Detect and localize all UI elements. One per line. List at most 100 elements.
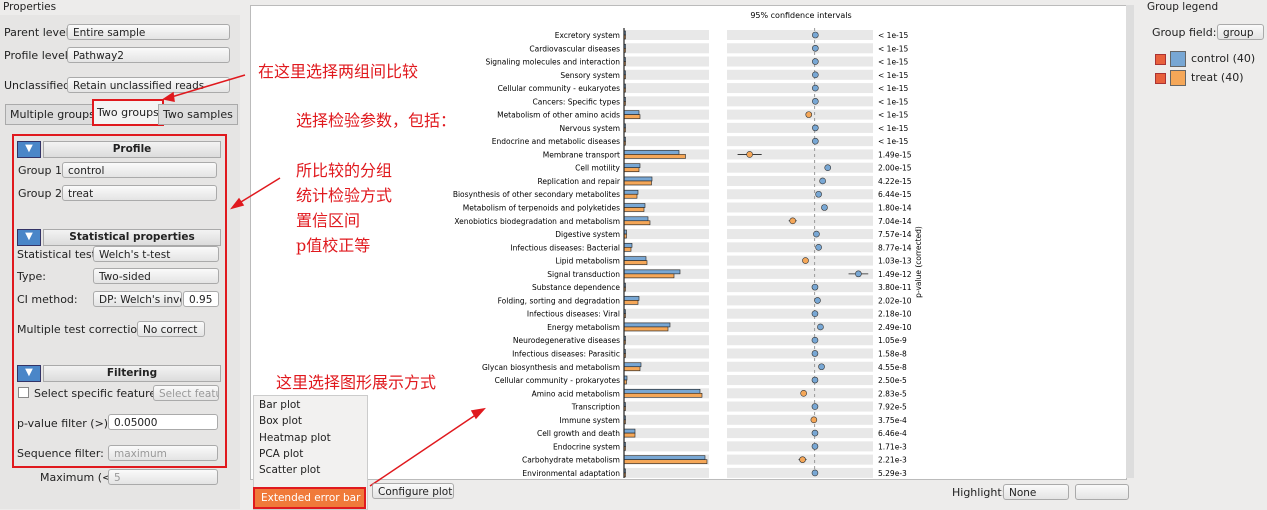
difference-point: [812, 124, 819, 132]
combo[interactable]: maximum: [108, 445, 218, 461]
checkbox[interactable]: [18, 387, 29, 398]
menu-item[interactable]: Heatmap plot: [259, 431, 331, 444]
p-value: 2.18e-10: [878, 310, 912, 319]
feature-label: Transcription: [571, 403, 620, 412]
row-band: [727, 361, 873, 372]
difference-point: [811, 336, 819, 344]
spinbox[interactable]: 0.95: [183, 291, 219, 307]
difference-point: [824, 164, 832, 171]
difference-point: [811, 350, 819, 357]
tab[interactable]: Two groups: [92, 99, 164, 126]
feature-label: Infectious diseases: Bacterial: [510, 243, 620, 252]
collapse[interactable]: ▼: [17, 141, 41, 158]
feature-label: Cancers: Specific types: [533, 97, 621, 106]
label: Group 1:: [18, 164, 66, 177]
combo[interactable]: No correct: [137, 321, 205, 337]
bar: [623, 260, 648, 265]
row-band: [624, 401, 709, 412]
label: Profile level:: [4, 49, 72, 62]
row-band: [727, 175, 873, 186]
button[interactable]: Select featur: [153, 385, 219, 401]
bar: [623, 180, 652, 186]
row-band: [727, 375, 873, 386]
p-value: 2.50e-5: [878, 376, 907, 385]
button[interactable]: Configure plot: [372, 483, 454, 499]
legend-label: treat (40): [1191, 71, 1244, 84]
feature-label: Glycan biosynthesis and metabolism: [482, 363, 620, 372]
collapse[interactable]: ▼: [17, 365, 41, 382]
row-band: [624, 202, 709, 213]
combo[interactable]: Welch's t-test: [93, 246, 219, 262]
bar: [623, 110, 640, 115]
collapse[interactable]: ▼: [17, 229, 41, 246]
menu-item[interactable]: Extended error bar: [253, 486, 366, 509]
combo[interactable]: group: [1217, 24, 1264, 40]
label: Maximum (<):: [40, 471, 120, 484]
row-band: [727, 189, 873, 200]
bar: [623, 154, 686, 159]
feature-label: Membrane transport: [543, 150, 620, 159]
difference-point: [802, 257, 809, 264]
menu-item[interactable]: Box plot: [259, 415, 302, 428]
feature-label: Xenobiotics biodegradation and metabolis…: [454, 217, 620, 226]
p-value: 7.92e-5: [878, 403, 907, 412]
combo[interactable]: Retain unclassified reads: [67, 77, 230, 93]
p-value: 1.05e-9: [878, 336, 907, 345]
row-band: [624, 414, 709, 425]
bar: [623, 362, 642, 368]
p-value: 1.03e-13: [878, 257, 912, 266]
combo[interactable]: control: [62, 162, 217, 178]
difference-point: [814, 297, 821, 304]
row-band: [727, 149, 873, 160]
combo[interactable]: [1075, 484, 1129, 500]
label: Group field:: [1152, 26, 1217, 39]
row-band: [624, 361, 709, 372]
row-band: [727, 69, 873, 80]
tab[interactable]: Multiple groups: [5, 104, 100, 125]
combo[interactable]: treat: [62, 185, 217, 201]
spinbox[interactable]: 0.05000: [108, 414, 218, 430]
combo[interactable]: Pathway2: [67, 47, 230, 63]
tab[interactable]: Two samples: [158, 104, 238, 125]
scrollbar[interactable]: [1126, 5, 1134, 478]
feature-label: Endocrine and metabolic diseases: [492, 137, 620, 146]
difference-point: [815, 190, 822, 198]
checkbox[interactable]: [1155, 73, 1166, 84]
row-band: [624, 189, 709, 200]
spinbox[interactable]: 5: [108, 469, 218, 485]
bar: [623, 203, 646, 208]
row-band: [727, 388, 873, 399]
checkbox[interactable]: [1155, 54, 1166, 65]
combo[interactable]: Entire sample: [67, 24, 230, 40]
label: Highlight:: [952, 486, 1006, 499]
p-value: 3.80e-11: [878, 283, 912, 292]
p-value: < 1e-15: [878, 111, 909, 120]
label: CI method:: [17, 293, 78, 306]
label: Statistical test:: [17, 248, 100, 261]
combo[interactable]: DP: Welch's invert: [93, 291, 182, 307]
bar: [623, 273, 675, 279]
difference-point: [811, 376, 819, 384]
feature-label: Amino acid metabolism: [532, 389, 620, 398]
difference-point: [812, 58, 819, 65]
row-band: [624, 83, 709, 94]
menu-item[interactable]: Bar plot: [259, 399, 301, 411]
difference-point: [855, 270, 862, 278]
menu-item[interactable]: Scatter plot: [259, 464, 321, 477]
bar: [623, 176, 653, 182]
label: Select specific features: [34, 387, 162, 400]
bar: [623, 459, 708, 464]
combo[interactable]: None: [1003, 484, 1069, 500]
bar: [623, 269, 681, 275]
combo[interactable]: Two-sided: [93, 268, 219, 284]
row-band: [727, 202, 873, 213]
bar: [623, 167, 640, 172]
row-band: [624, 441, 709, 452]
row-band: [624, 467, 709, 478]
row-band: [727, 428, 873, 439]
menu-item[interactable]: PCA plot: [259, 447, 304, 460]
difference-point: [799, 456, 806, 463]
p-value: < 1e-15: [878, 124, 909, 133]
difference-point: [812, 71, 819, 79]
annotation: p值校正等: [296, 236, 371, 255]
